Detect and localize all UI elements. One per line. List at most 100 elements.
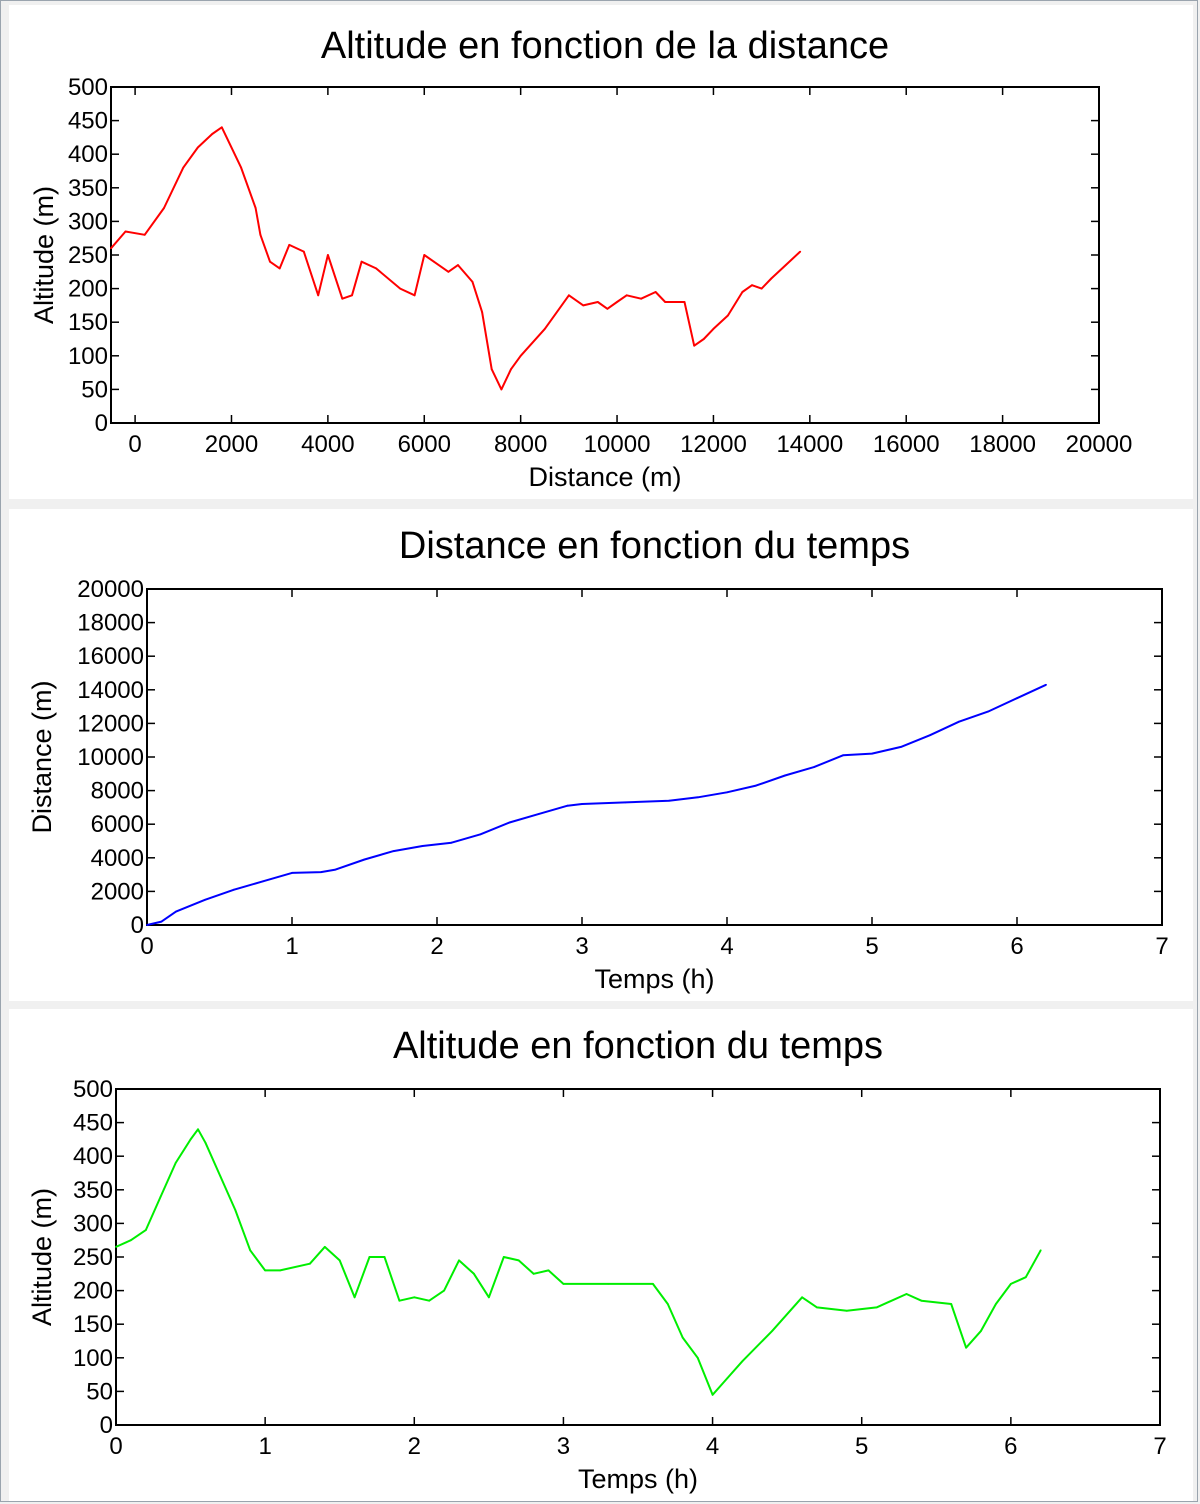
data-point xyxy=(249,1249,252,1252)
data-point xyxy=(693,344,696,347)
y-tick-label: 100 xyxy=(68,343,108,370)
data-point xyxy=(987,710,989,713)
x-axis-label: Temps (h) xyxy=(578,1464,698,1494)
x-tick-label: 5 xyxy=(855,1433,868,1460)
data-point xyxy=(341,297,344,300)
data-point xyxy=(233,888,235,891)
data-point xyxy=(423,254,426,256)
y-axis-label: Altitude (m) xyxy=(27,1188,57,1326)
data-point xyxy=(607,1283,610,1285)
y-tick-label: 14000 xyxy=(77,677,144,704)
data-point xyxy=(929,734,931,737)
y-tick-label: 150 xyxy=(68,309,108,336)
plot-area xyxy=(110,86,1100,424)
data-point xyxy=(398,1299,401,1302)
plot-area xyxy=(115,1088,1161,1426)
x-tick-label: 3 xyxy=(575,933,588,960)
data-point xyxy=(871,752,873,755)
data-point xyxy=(479,833,482,836)
data-point xyxy=(351,294,353,297)
y-tick-label: 50 xyxy=(86,1378,113,1405)
data-point xyxy=(1039,1249,1042,1252)
data-point xyxy=(240,166,243,169)
data-point xyxy=(334,868,337,871)
data-point xyxy=(624,801,627,804)
y-tick-label: 50 xyxy=(81,376,108,403)
y-tick-label: 4000 xyxy=(91,845,144,872)
chart-panel-altitude-time: Altitude en fonction du temps 0 1 2 3 4 5 6 7 0 50… xyxy=(9,1009,1193,1501)
data-point xyxy=(1024,1276,1027,1279)
y-tick-label: 0 xyxy=(95,410,108,437)
chart-title: Altitude en fonction de la distance xyxy=(321,25,889,67)
data-point xyxy=(500,388,503,391)
data-point xyxy=(175,910,177,913)
x-tick-label: 10000 xyxy=(584,431,651,458)
x-tick-label: 6 xyxy=(1004,1433,1017,1460)
y-tick-label: 10000 xyxy=(77,744,144,771)
y-tick-label: 20000 xyxy=(77,576,144,603)
data-point xyxy=(160,920,163,923)
x-tick-label: 1 xyxy=(285,933,298,960)
x-tick-label: 8000 xyxy=(494,431,547,458)
data-point xyxy=(375,267,377,270)
data-point xyxy=(458,1259,460,1262)
x-tick-label: 4 xyxy=(706,1433,719,1460)
y-tick-label: 300 xyxy=(73,1210,113,1237)
y-tick-label: 0 xyxy=(100,1412,113,1439)
data-point xyxy=(726,1377,729,1379)
chart-distance-time: Distance en fonction du temps 0 1 2 3 4 5 6 7 0 20… xyxy=(27,525,1169,994)
data-point xyxy=(1016,697,1018,700)
data-point xyxy=(801,1296,803,1299)
data-point xyxy=(450,841,453,844)
data-point xyxy=(681,1336,684,1339)
data-point xyxy=(143,233,146,236)
chart-title: Altitude en fonction du temps xyxy=(393,1025,883,1067)
data-point xyxy=(279,1269,281,1272)
data-point xyxy=(543,328,546,330)
data-point xyxy=(562,1283,565,1285)
data-point xyxy=(980,1330,982,1332)
data-point xyxy=(697,796,699,799)
data-point xyxy=(1045,683,1047,686)
x-tick-label: 6 xyxy=(1010,933,1023,960)
data-point xyxy=(900,746,902,748)
data-point xyxy=(327,254,329,256)
data-point xyxy=(269,260,271,263)
x-tick-label: 1 xyxy=(258,1433,271,1460)
chart-altitude-time: Altitude en fonction du temps 0 1 2 3 4 5 6 7 0 50… xyxy=(27,1025,1167,1494)
data-point xyxy=(323,1246,326,1248)
x-axis-label: Temps (h) xyxy=(594,964,714,994)
x-tick-label: 12000 xyxy=(680,431,747,458)
data-point xyxy=(517,1259,520,1262)
data-point xyxy=(616,301,618,303)
data-point xyxy=(771,1330,774,1332)
chart-altitude-distance: Altitude en fonction de la distance 0 2000… xyxy=(29,25,1133,492)
y-tick-label: 12000 xyxy=(77,710,144,737)
data-point xyxy=(784,264,787,266)
data-point xyxy=(353,1296,356,1299)
data-point xyxy=(568,294,570,297)
data-point xyxy=(582,304,585,307)
x-tick-label: 7 xyxy=(1155,933,1168,960)
data-point xyxy=(124,230,127,233)
data-point xyxy=(566,804,569,807)
data-point xyxy=(727,314,729,317)
y-tick-label: 6000 xyxy=(91,811,144,838)
x-tick-label: 6000 xyxy=(398,431,451,458)
y-tick-label: 500 xyxy=(73,1076,113,1103)
data-point xyxy=(368,1256,371,1258)
x-tick-label: 4000 xyxy=(301,431,354,458)
data-point xyxy=(668,799,670,802)
y-tick-label: 200 xyxy=(68,276,108,303)
x-tick-label: 14000 xyxy=(776,431,843,458)
data-point xyxy=(189,1138,192,1141)
x-tick-label: 16000 xyxy=(873,431,940,458)
data-point xyxy=(163,207,165,209)
x-tick-label: 2 xyxy=(408,1433,421,1460)
x-tick-label: 18000 xyxy=(969,431,1036,458)
data-point xyxy=(363,858,366,861)
data-point xyxy=(696,1356,699,1359)
y-tick-label: 350 xyxy=(68,175,108,202)
data-point xyxy=(413,1296,416,1299)
x-tick-label: 20000 xyxy=(1066,431,1133,458)
